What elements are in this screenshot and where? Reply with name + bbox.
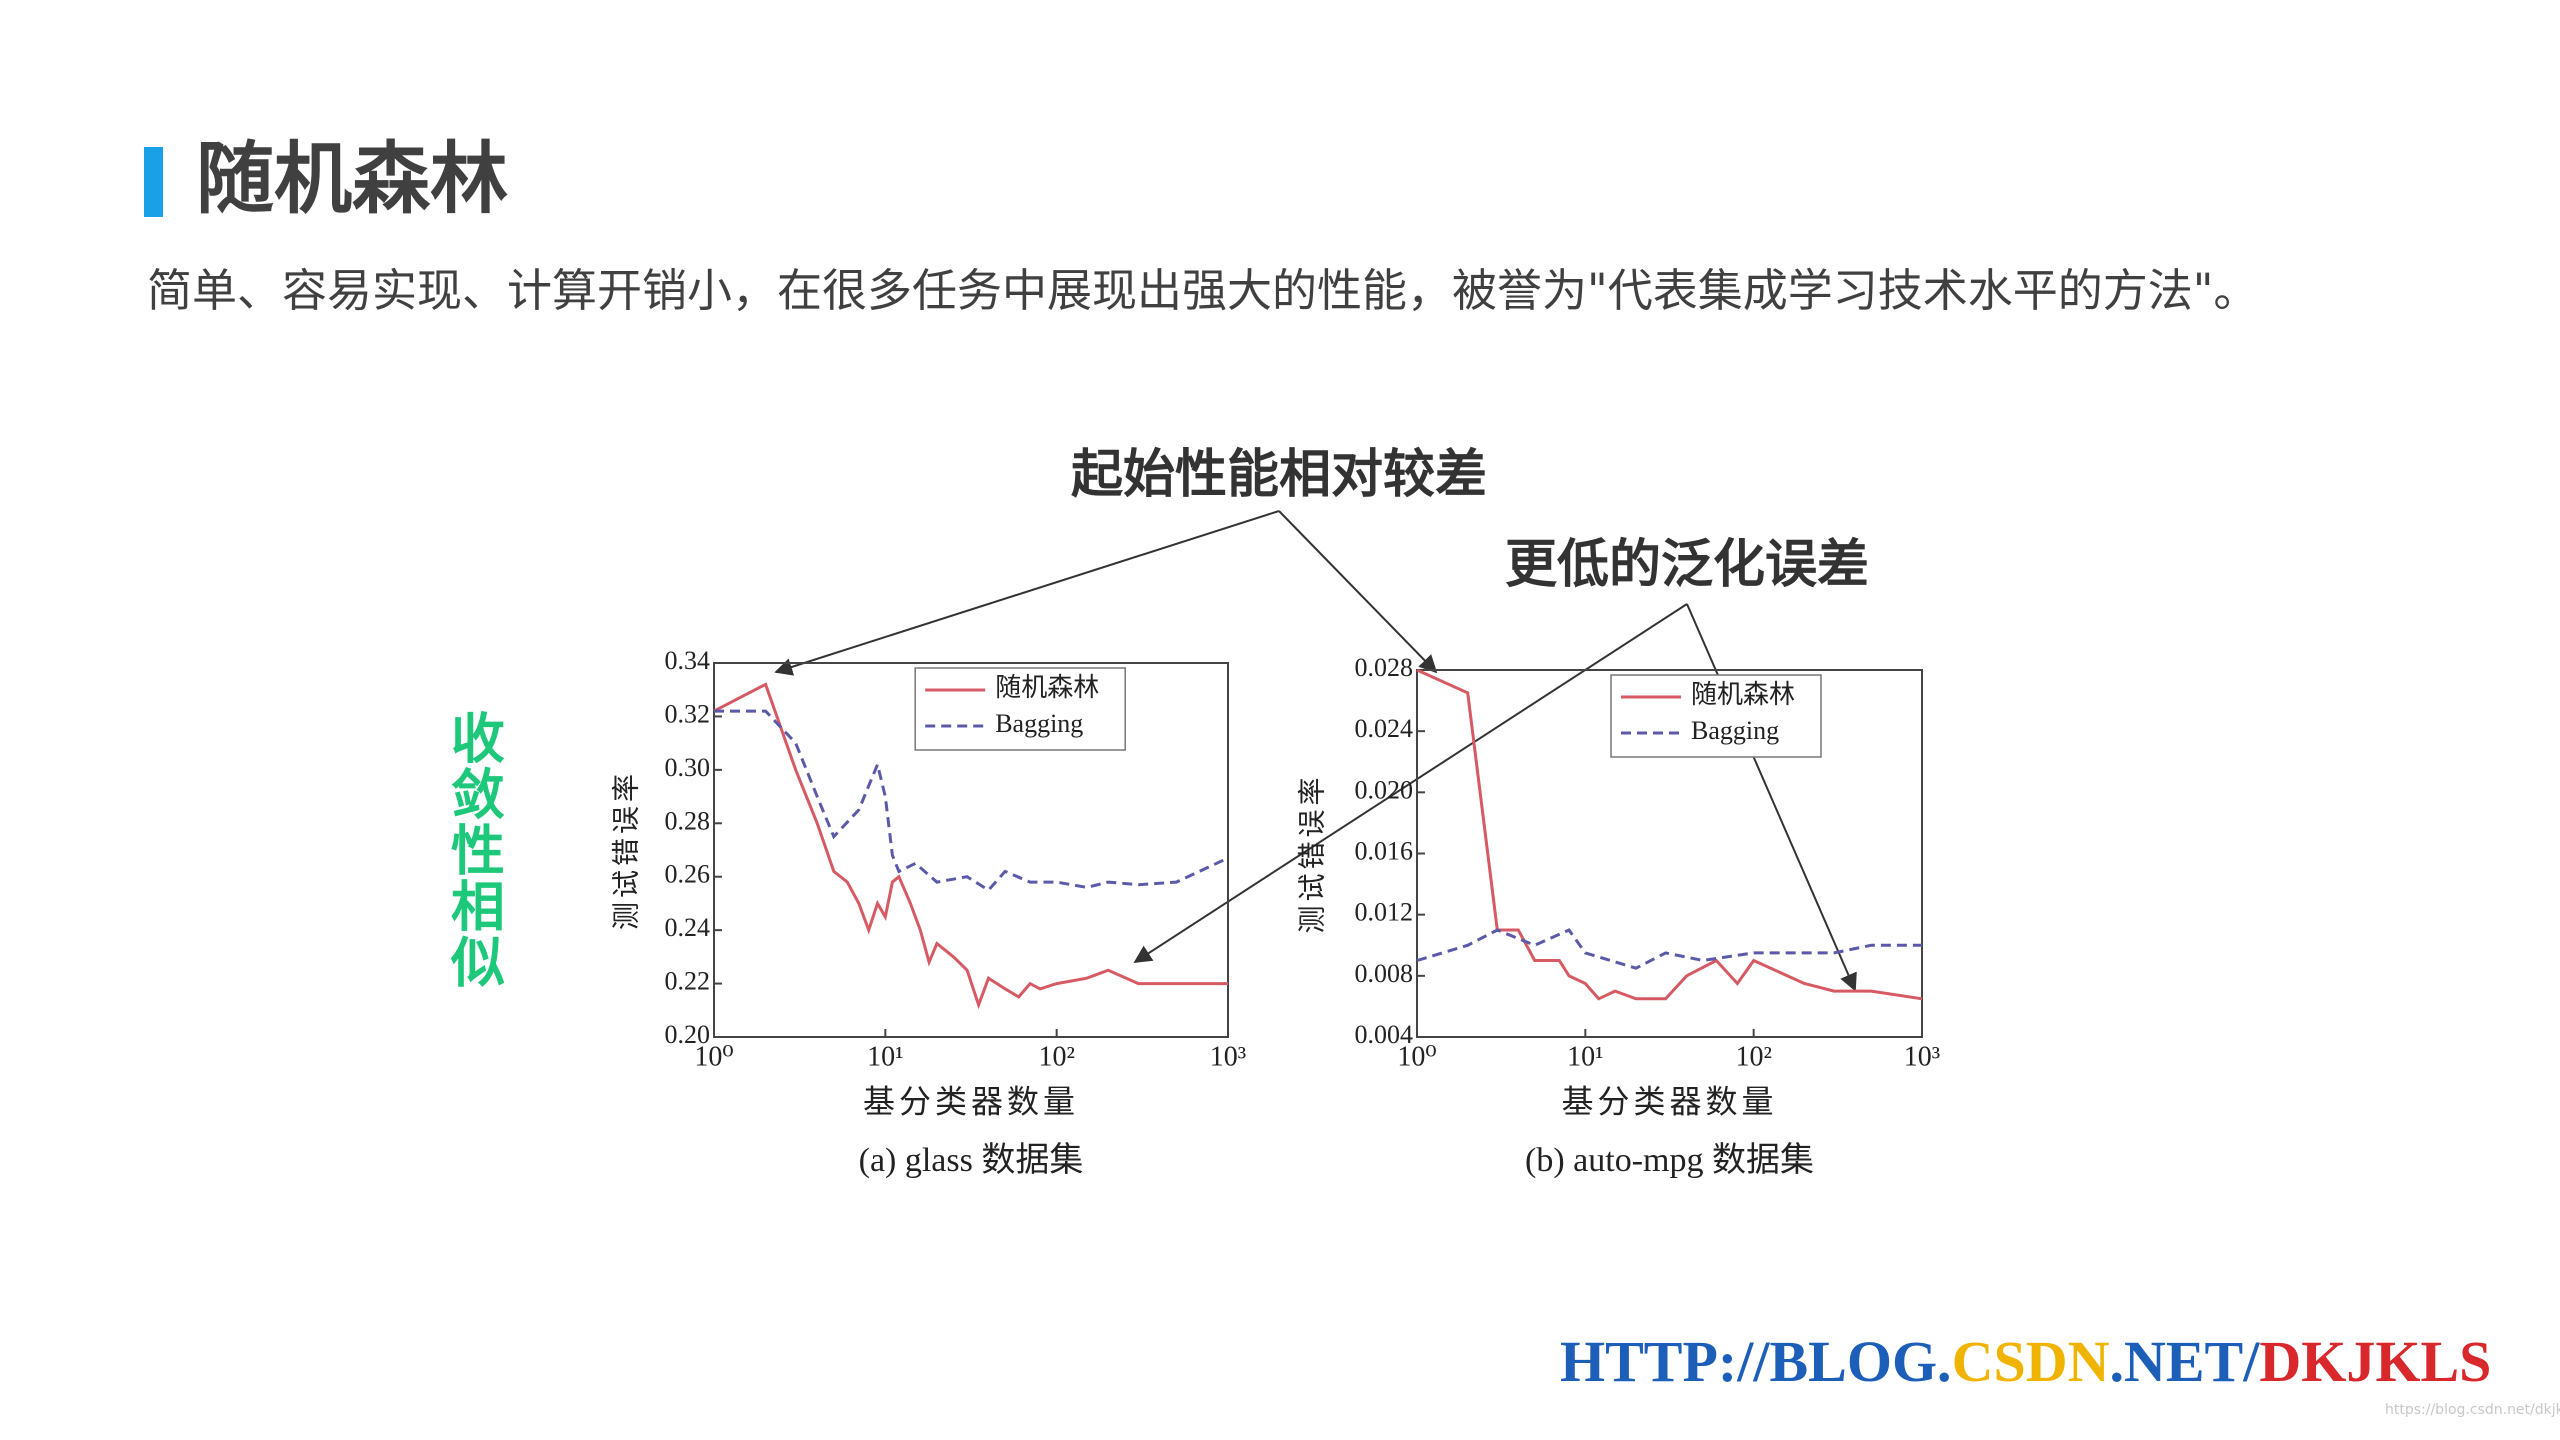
- y-tick-label: 0.016: [1355, 836, 1414, 865]
- legend-box: [914, 667, 1126, 751]
- series-line: [1416, 928, 1922, 970]
- slide-title: 随机森林: [196, 134, 508, 224]
- annotation-vertical: 收敛性相似: [441, 710, 505, 990]
- y-tick-label: 0.24: [665, 913, 711, 942]
- watermark-part: DKJKLS: [2259, 1329, 2491, 1394]
- y-tick-label: 0.26: [665, 860, 711, 889]
- plot-frame: [713, 662, 1229, 1038]
- series-line: [713, 682, 1228, 1010]
- x-tick-label: 10³: [1210, 1041, 1246, 1072]
- arrows: [774, 510, 1857, 992]
- slide-subtitle: 简单、容易实现、计算开销小，在很多任务中展现出强大的性能，被誉为"代表集成学习技…: [147, 264, 2258, 317]
- watermark-part: CSDN: [1952, 1329, 2110, 1394]
- y-tick-label: 0.32: [665, 699, 711, 728]
- y-tick-label: 0.20: [665, 1020, 711, 1049]
- x-axis-label: 基分类器数量: [863, 1083, 1079, 1119]
- legend-label: Bagging: [1691, 716, 1779, 745]
- x-tick-label: 10²: [1735, 1041, 1771, 1072]
- y-tick-label: 0.22: [665, 967, 711, 996]
- y-tick-label: 0.008: [1355, 959, 1414, 988]
- y-tick-label: 0.012: [1355, 898, 1414, 927]
- x-tick-label: 10³: [1904, 1041, 1940, 1072]
- arrow: [774, 510, 1280, 676]
- y-tick-label: 0.34: [665, 646, 711, 675]
- caption: (a) glass 数据集: [859, 1141, 1084, 1179]
- legend-label: 随机森林: [995, 673, 1099, 702]
- y-axis-label: 测试错误率: [610, 770, 642, 930]
- series-line: [1416, 668, 1923, 1001]
- y-tick-label: 0.28: [665, 806, 711, 835]
- arrow: [1686, 603, 1857, 992]
- y-tick-label: 0.024: [1355, 714, 1414, 743]
- y-tick-label: 0.028: [1355, 653, 1414, 682]
- y-axis-label: 测试错误率: [1296, 773, 1328, 933]
- legend-box: [1610, 674, 1822, 758]
- y-tick-label: 0.004: [1355, 1020, 1414, 1049]
- watermark-part: HTTP://BLOG.: [1560, 1329, 1952, 1394]
- y-tick-label: 0.020: [1355, 775, 1414, 804]
- watermark-small: https://blog.csdn.net/dkjkls: [2385, 1402, 2560, 1418]
- x-tick-label: 10¹: [867, 1041, 903, 1072]
- caption: (b) auto-mpg 数据集: [1525, 1141, 1814, 1179]
- arrow: [1278, 510, 1438, 674]
- legend-label: Bagging: [995, 709, 1083, 738]
- y-tick-label: 0.30: [665, 753, 711, 782]
- watermark-part: .NET/: [2109, 1329, 2260, 1394]
- title-bar: [144, 147, 163, 217]
- annotation: 起始性能相对较差: [1071, 445, 1487, 505]
- x-axis-label: 基分类器数量: [1561, 1083, 1777, 1119]
- x-tick-label: 10⁰: [694, 1041, 733, 1072]
- watermark: HTTP://BLOG.CSDN.NET/DKJKLS: [1560, 1329, 2491, 1394]
- series-line: [714, 709, 1229, 893]
- x-tick-label: 10¹: [1567, 1041, 1603, 1072]
- legend-label: 随机森林: [1691, 680, 1795, 709]
- x-tick-label: 10⁰: [1397, 1041, 1436, 1072]
- annotation: 更低的泛化误差: [1505, 535, 1869, 595]
- x-tick-label: 10²: [1038, 1041, 1074, 1072]
